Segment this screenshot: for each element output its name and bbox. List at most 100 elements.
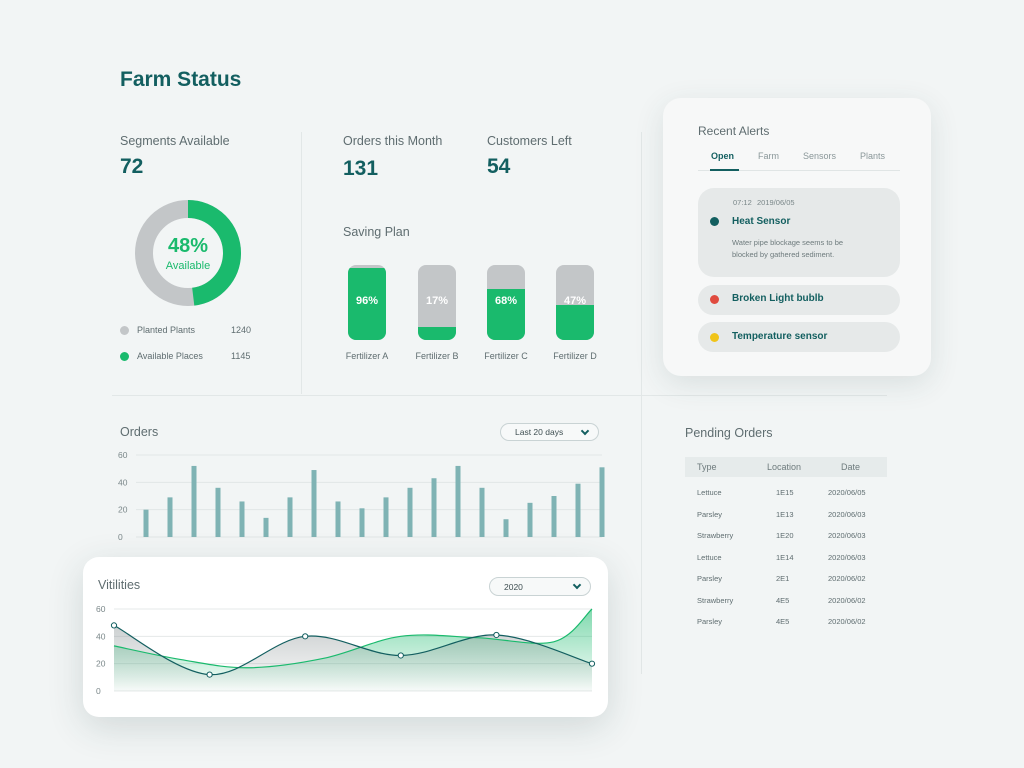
- y-tick-label: 40: [118, 477, 128, 487]
- fertilizer-b-fill: [418, 327, 456, 340]
- cell-location: 1E15: [776, 488, 794, 497]
- alert-item-heat-sensor[interactable]: [698, 188, 900, 277]
- fertilizer-a-fill: [348, 268, 386, 340]
- tab-farm[interactable]: Farm: [758, 151, 779, 161]
- fertilizer-c-label: Fertilizer C: [484, 351, 528, 361]
- cell-date: 2020/06/05: [828, 488, 866, 497]
- orders-bar: [455, 465, 461, 537]
- tab-sensors[interactable]: Sensors: [803, 151, 837, 161]
- y-tick-label: 0: [96, 686, 101, 696]
- alert-status-dot: [710, 217, 719, 226]
- saving-plan-title: Saving Plan: [343, 225, 410, 239]
- orders-bar: [263, 517, 269, 537]
- orders-bar: [191, 465, 197, 537]
- fertilizer-c-percent: 68%: [494, 295, 518, 307]
- fertilizer-b-label: Fertilizer B: [415, 351, 459, 361]
- orders-bar: [167, 497, 173, 537]
- series-1-point: [206, 671, 213, 678]
- orders-bar: [479, 487, 485, 537]
- orders-bar: [335, 501, 341, 537]
- series-1-point: [110, 622, 118, 629]
- fertilizer-c-fill: [487, 289, 525, 340]
- orders-bar: [383, 497, 389, 537]
- alert-time: 07:12: [733, 198, 752, 207]
- orders-bar: [599, 467, 605, 537]
- fertilizer-a-label: Fertilizer A: [345, 351, 389, 361]
- y-tick-label: 20: [96, 659, 106, 669]
- orders-bar: [143, 509, 149, 537]
- donut-label: Available: [165, 259, 211, 272]
- fertilizer-b-bar: 17%: [418, 265, 456, 340]
- y-tick-label: 40: [96, 631, 106, 641]
- series-1-point: [397, 652, 404, 659]
- tab-open[interactable]: Open: [711, 151, 735, 161]
- fertilizer-a-bar: 96%: [348, 265, 386, 340]
- orders-bar: [575, 483, 581, 537]
- cell-location: 1E13: [776, 509, 794, 519]
- legend-planted-label: Planted Plants: [137, 325, 196, 335]
- customers-left-label: Customers Left: [487, 134, 572, 148]
- orders-range-dropdown[interactable]: Last 20 days: [500, 423, 599, 441]
- cell-date: 2020/06/03: [828, 531, 866, 540]
- legend-available-value: 1145: [231, 351, 251, 361]
- alert-date: 2019/06/05: [757, 198, 795, 207]
- chevron-down-icon: [580, 426, 590, 435]
- alert-name: Temperature sensor: [732, 331, 828, 342]
- cell-date: 2020/06/02: [828, 595, 866, 605]
- alert-name: Heat Sensor: [732, 216, 791, 227]
- cell-location: 2E1: [776, 574, 790, 583]
- cell-type: Parsley: [697, 509, 723, 519]
- cell-date: 2020/06/03: [828, 552, 866, 562]
- y-tick-label: 60: [118, 450, 128, 460]
- tabs-underline: [698, 170, 900, 171]
- orders-bar: [287, 497, 293, 537]
- orders-bar: [311, 470, 317, 537]
- legend-dot-planted: [120, 326, 129, 335]
- donut-percent: 48%: [167, 234, 209, 257]
- fertilizer-d-bar: 47%: [556, 265, 594, 340]
- orders-bar: [503, 519, 509, 537]
- series-1-point: [588, 660, 596, 667]
- legend-available-label: Available Places: [137, 351, 203, 361]
- alert-item-broken-light[interactable]: [698, 285, 900, 315]
- orders-bar: [551, 496, 557, 537]
- series-1-point: [302, 633, 309, 640]
- cell-type: Strawberry: [697, 531, 734, 540]
- tab-active-indicator: [710, 169, 739, 171]
- donut-center: 48% Available: [135, 200, 241, 306]
- orders-bar: [527, 502, 533, 537]
- pending-orders-title: Pending Orders: [685, 426, 773, 440]
- chevron-down-icon: [572, 580, 582, 590]
- divider: [301, 132, 302, 394]
- orders-month-label: Orders this Month: [343, 134, 443, 148]
- cell-date: 2020/06/02: [828, 574, 866, 583]
- fertilizer-d-percent: 47%: [563, 295, 587, 307]
- utilities-year-dropdown[interactable]: 2020: [489, 577, 591, 596]
- orders-chart-title: Orders: [120, 425, 159, 439]
- cell-location: 1E20: [776, 531, 794, 540]
- orders-bar: [215, 487, 221, 537]
- alert-name: Broken Light bublb: [732, 293, 824, 304]
- pending-orders-header: [685, 457, 887, 477]
- legend-planted-value: 1240: [231, 325, 252, 335]
- utilities-title: Vitilities: [98, 578, 141, 592]
- donut-available-arc: [135, 200, 241, 306]
- alert-status-dot: [710, 333, 719, 342]
- orders-month-value: 131: [343, 157, 379, 180]
- fertilizer-a-percent: 96%: [355, 295, 379, 307]
- column-header-date: Date: [841, 462, 861, 472]
- column-header-location: Location: [767, 462, 802, 472]
- segments-label: Segments Available: [120, 134, 230, 148]
- dropdown-value: 2020: [504, 581, 523, 592]
- column-header-type: Type: [697, 462, 717, 472]
- fertilizer-d-label: Fertilizer D: [553, 351, 597, 361]
- tab-plants[interactable]: Plants: [860, 151, 886, 161]
- alert-description: Water pipe blockage seems to be blocked …: [732, 238, 844, 259]
- divider: [112, 395, 887, 396]
- fertilizer-c-bar: 68%: [487, 265, 525, 340]
- orders-bar: [431, 478, 437, 537]
- orders-bar-chart: 0 20 40 60: [118, 450, 605, 542]
- alert-item-temperature-sensor[interactable]: [698, 322, 900, 352]
- series-1-line: [113, 624, 593, 676]
- divider: [641, 132, 642, 674]
